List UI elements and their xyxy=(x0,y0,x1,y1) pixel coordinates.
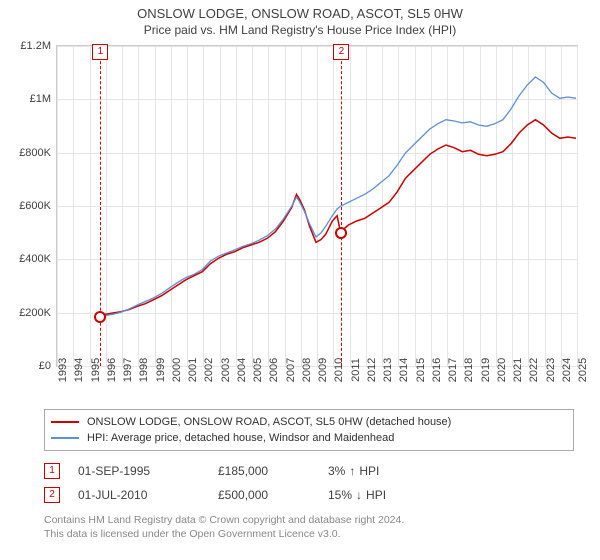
sale-marker-1: 1 xyxy=(44,463,60,479)
legend-label-property: ONSLOW LODGE, ONSLOW ROAD, ASCOT, SL5 0H… xyxy=(87,416,451,428)
legend-label-hpi: HPI: Average price, detached house, Wind… xyxy=(87,432,394,444)
sale-date-2: 01-JUL-2010 xyxy=(78,488,218,502)
footer-line-2: This data is licensed under the Open Gov… xyxy=(44,527,574,541)
chart-title-block: ONSLOW LODGE, ONSLOW ROAD, ASCOT, SL5 0H… xyxy=(0,0,600,37)
ytick-label: £600K xyxy=(19,200,51,212)
sale-date-1: 01-SEP-1995 xyxy=(78,464,218,478)
ytick-label: £0 xyxy=(39,360,51,372)
arrow-icon-1: ↑ xyxy=(349,464,355,478)
chart-marker-1: 1 xyxy=(92,44,108,60)
lines-svg xyxy=(56,45,576,365)
sale-row-2: 2 01-JUL-2010 £500,000 15% ↓ HPI xyxy=(44,483,574,507)
xtick-label: 2025 xyxy=(577,358,589,382)
ytick-label: £1.2M xyxy=(20,40,51,52)
footer-line-1: Contains HM Land Registry data © Crown c… xyxy=(44,513,574,527)
sale-diff-1: 3% ↑ HPI xyxy=(328,464,379,478)
ytick-label: £1M xyxy=(30,93,51,105)
title-main: ONSLOW LODGE, ONSLOW ROAD, ASCOT, SL5 0H… xyxy=(0,6,600,21)
chart-area: £0£200K£400K£600K£800K£1M£1.2M1993199419… xyxy=(56,45,576,365)
legend-swatch-property xyxy=(51,421,79,423)
title-sub: Price paid vs. HM Land Registry's House … xyxy=(0,23,600,37)
sale-diff-suffix-2: HPI xyxy=(366,488,386,502)
ytick-label: £200K xyxy=(19,307,51,319)
sale-row-1: 1 01-SEP-1995 £185,000 3% ↑ HPI xyxy=(44,459,574,483)
legend-row-property: ONSLOW LODGE, ONSLOW ROAD, ASCOT, SL5 0H… xyxy=(51,414,567,430)
ytick-label: £800K xyxy=(19,147,51,159)
chart-marker-2: 2 xyxy=(333,44,349,60)
sale-diff-pct-1: 3% xyxy=(328,464,345,478)
legend-box: ONSLOW LODGE, ONSLOW ROAD, ASCOT, SL5 0H… xyxy=(44,409,574,451)
sale-price-1: £185,000 xyxy=(218,464,328,478)
footer: Contains HM Land Registry data © Crown c… xyxy=(44,513,574,541)
legend-swatch-hpi xyxy=(51,437,79,439)
arrow-icon-2: ↓ xyxy=(356,488,362,502)
sale-diff-pct-2: 15% xyxy=(328,488,352,502)
sale-price-2: £500,000 xyxy=(218,488,328,502)
legend-row-hpi: HPI: Average price, detached house, Wind… xyxy=(51,430,567,446)
ytick-label: £400K xyxy=(19,253,51,265)
sale-diff-suffix-1: HPI xyxy=(359,464,379,478)
sale-marker-2: 2 xyxy=(44,487,60,503)
series-hpi xyxy=(99,77,576,317)
sale-rows: 1 01-SEP-1995 £185,000 3% ↑ HPI 2 01-JUL… xyxy=(44,459,574,507)
sale-diff-2: 15% ↓ HPI xyxy=(328,488,386,502)
